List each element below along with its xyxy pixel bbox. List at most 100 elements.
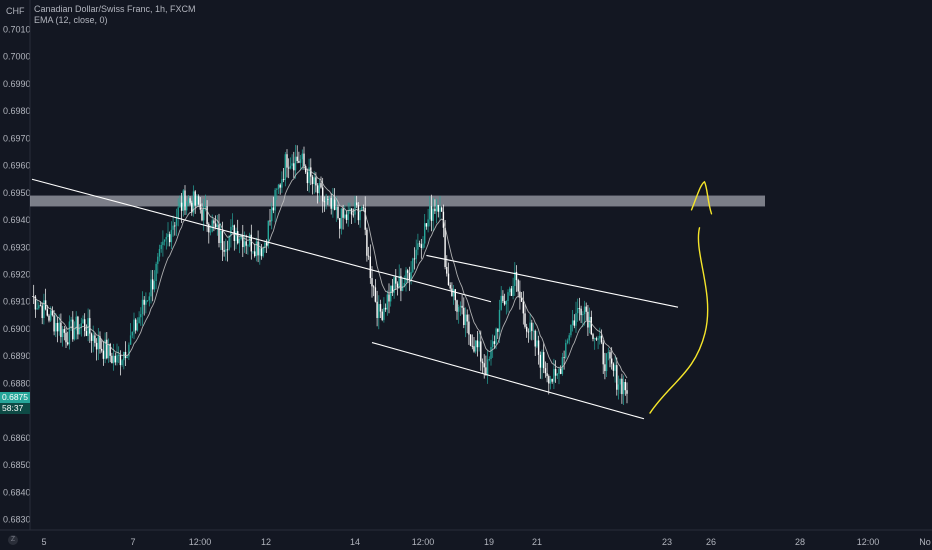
candle-body[interactable] — [216, 224, 218, 228]
candle-body[interactable] — [192, 191, 195, 213]
candle-body[interactable] — [556, 373, 558, 376]
candle-body[interactable] — [89, 318, 91, 334]
candle-body[interactable] — [180, 202, 183, 211]
candle-body[interactable] — [469, 334, 472, 346]
candle-body[interactable] — [163, 239, 166, 242]
descending-trendline[interactable] — [31, 178, 492, 303]
trendlines[interactable] — [31, 178, 679, 420]
candle-body[interactable] — [594, 338, 596, 340]
candle-body[interactable] — [388, 294, 390, 302]
candle-body[interactable] — [396, 283, 399, 288]
candle-body[interactable] — [152, 279, 154, 290]
candle-body[interactable] — [235, 231, 237, 241]
candle-body[interactable] — [345, 214, 348, 220]
candle-body[interactable] — [73, 330, 76, 340]
candle-body[interactable] — [597, 338, 599, 340]
candle-body[interactable] — [288, 167, 290, 169]
candle-body[interactable] — [539, 354, 541, 368]
candle-body[interactable] — [38, 305, 40, 309]
candle-body[interactable] — [362, 207, 365, 209]
candle-body[interactable] — [373, 286, 375, 288]
candle-body[interactable] — [578, 307, 581, 309]
candle-body[interactable] — [327, 199, 329, 200]
candle-body[interactable] — [56, 322, 59, 332]
candle-body[interactable] — [112, 355, 115, 364]
candle-body[interactable] — [82, 319, 84, 324]
chart-legend[interactable]: Canadian Dollar/Swiss Franc, 1h, FXCM EM… — [34, 4, 196, 26]
candle-body[interactable] — [153, 281, 156, 290]
candle-body[interactable] — [558, 368, 560, 374]
candle-body[interactable] — [114, 355, 116, 363]
candle-body[interactable] — [226, 249, 229, 251]
candle-body[interactable] — [107, 344, 110, 359]
candle-body[interactable] — [471, 345, 473, 347]
candle-body[interactable] — [138, 317, 140, 324]
candle-body[interactable] — [43, 300, 45, 319]
candle-body[interactable] — [303, 153, 305, 167]
candle-body[interactable] — [214, 223, 217, 228]
candle-body[interactable] — [361, 207, 363, 212]
candle-body[interactable] — [250, 234, 252, 252]
candle-body[interactable] — [390, 285, 392, 302]
candle-body[interactable] — [554, 368, 557, 376]
candle-body[interactable] — [507, 292, 509, 301]
candle-body[interactable] — [442, 211, 445, 228]
candle-body[interactable] — [201, 209, 203, 221]
candle-body[interactable] — [347, 210, 349, 220]
candle-body[interactable] — [223, 249, 225, 252]
candle-body[interactable] — [291, 163, 293, 166]
settings-circle-icon[interactable]: Z — [8, 535, 18, 545]
candle-body[interactable] — [520, 297, 523, 302]
candle-body[interactable] — [141, 299, 144, 315]
candle-body[interactable] — [359, 211, 361, 221]
candle-body[interactable] — [172, 225, 174, 230]
candle-body[interactable] — [599, 335, 601, 339]
candle-body[interactable] — [534, 330, 536, 347]
candle-body[interactable] — [386, 294, 388, 310]
candle-body[interactable] — [621, 378, 623, 395]
resistance-zone-rect[interactable] — [30, 195, 765, 207]
candles[interactable] — [33, 144, 628, 405]
candle-body[interactable] — [238, 239, 241, 244]
candle-body[interactable] — [150, 279, 152, 297]
candle-body[interactable] — [140, 314, 142, 318]
candle-body[interactable] — [354, 202, 356, 215]
candle-body[interactable] — [571, 320, 574, 326]
candle-body[interactable] — [549, 378, 552, 384]
candle-body[interactable] — [196, 196, 198, 206]
candle-body[interactable] — [580, 308, 582, 316]
candle-body[interactable] — [167, 234, 169, 238]
candle-body[interactable] — [468, 321, 470, 335]
candle-body[interactable] — [129, 335, 132, 345]
candle-body[interactable] — [80, 323, 82, 328]
candle-body[interactable] — [488, 359, 490, 360]
forecast-arrow-head[interactable] — [690, 180, 713, 215]
candle-body[interactable] — [68, 321, 71, 345]
candle-body[interactable] — [383, 307, 385, 320]
candle-body[interactable] — [335, 206, 337, 210]
candle-body[interactable] — [116, 355, 118, 363]
symbol-title[interactable]: Canadian Dollar/Swiss Franc, 1h, FXCM — [34, 4, 196, 14]
candle-body[interactable] — [551, 378, 553, 382]
candle-body[interactable] — [294, 156, 297, 171]
candle-body[interactable] — [271, 207, 273, 222]
candle-body[interactable] — [284, 154, 286, 181]
candle-body[interactable] — [514, 271, 516, 287]
candle-body[interactable] — [245, 241, 247, 246]
candle-body[interactable] — [310, 167, 312, 177]
candle-body[interactable] — [449, 285, 451, 289]
candle-body[interactable] — [269, 220, 271, 222]
candle-body[interactable] — [398, 275, 400, 288]
candle-body[interactable] — [95, 342, 98, 350]
candle-body[interactable] — [133, 319, 135, 332]
candle-body[interactable] — [242, 235, 244, 248]
candle-body[interactable] — [274, 189, 276, 211]
candle-body[interactable] — [498, 309, 501, 332]
candle-body[interactable] — [339, 218, 341, 229]
candle-body[interactable] — [454, 289, 456, 301]
candle-body[interactable] — [53, 315, 55, 332]
candle-body[interactable] — [464, 314, 467, 326]
candle-body[interactable] — [206, 206, 208, 225]
channel-lower-line[interactable] — [371, 342, 645, 420]
candle-body[interactable] — [619, 378, 621, 385]
